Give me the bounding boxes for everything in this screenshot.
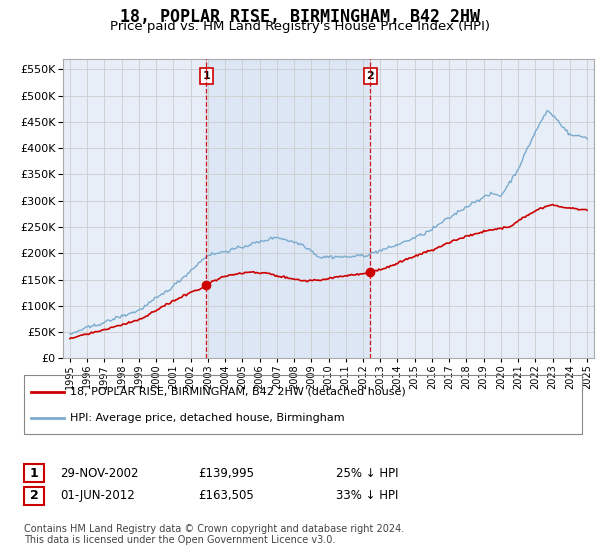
Text: 2: 2 (367, 71, 374, 81)
Text: 1: 1 (30, 466, 38, 480)
Text: 18, POPLAR RISE, BIRMINGHAM, B42 2HW (detached house): 18, POPLAR RISE, BIRMINGHAM, B42 2HW (de… (70, 386, 406, 396)
Text: HPI: Average price, detached house, Birmingham: HPI: Average price, detached house, Birm… (70, 413, 345, 423)
Text: 33% ↓ HPI: 33% ↓ HPI (336, 489, 398, 502)
Text: 25% ↓ HPI: 25% ↓ HPI (336, 466, 398, 480)
Text: Price paid vs. HM Land Registry's House Price Index (HPI): Price paid vs. HM Land Registry's House … (110, 20, 490, 32)
Text: 18, POPLAR RISE, BIRMINGHAM, B42 2HW: 18, POPLAR RISE, BIRMINGHAM, B42 2HW (120, 8, 480, 26)
Text: Contains HM Land Registry data © Crown copyright and database right 2024.
This d: Contains HM Land Registry data © Crown c… (24, 524, 404, 545)
Bar (206, 59, 370, 358)
Text: 2: 2 (30, 489, 38, 502)
Text: £163,505: £163,505 (198, 489, 254, 502)
Text: 1: 1 (203, 71, 211, 81)
Text: £139,995: £139,995 (198, 466, 254, 480)
Text: 01-JUN-2012: 01-JUN-2012 (60, 489, 135, 502)
Text: 29-NOV-2002: 29-NOV-2002 (60, 466, 139, 480)
